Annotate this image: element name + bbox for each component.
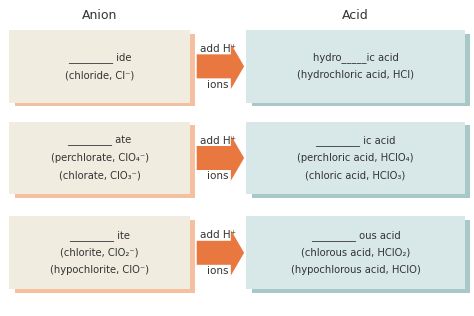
Text: _________ ide: _________ ide	[68, 52, 131, 63]
Polygon shape	[197, 44, 244, 89]
Text: (chloride, Cl⁻): (chloride, Cl⁻)	[65, 70, 134, 80]
Text: (chloric acid, HClO₃): (chloric acid, HClO₃)	[305, 170, 406, 180]
Bar	[15, 125, 195, 198]
Text: Anion: Anion	[82, 9, 117, 22]
Bar	[252, 125, 470, 198]
Text: ions: ions	[207, 171, 229, 181]
Text: (chlorous acid, HClO₂): (chlorous acid, HClO₂)	[301, 248, 410, 258]
Text: hydro_____ic acid: hydro_____ic acid	[312, 52, 399, 63]
Text: add H⁺: add H⁺	[200, 230, 236, 240]
Bar	[246, 30, 465, 103]
Text: _________ ic acid: _________ ic acid	[315, 135, 396, 146]
Text: (perchloric acid, HClO₄): (perchloric acid, HClO₄)	[297, 153, 414, 163]
Bar	[15, 34, 195, 106]
Bar	[252, 34, 470, 106]
Bar	[9, 216, 190, 289]
Text: (perchlorate, ClO₄⁻): (perchlorate, ClO₄⁻)	[51, 153, 148, 163]
Text: _________ ite: _________ ite	[69, 230, 130, 241]
Polygon shape	[197, 230, 244, 276]
Text: (chlorite, ClO₂⁻): (chlorite, ClO₂⁻)	[60, 248, 139, 258]
Text: (chlorate, ClO₃⁻): (chlorate, ClO₃⁻)	[59, 170, 140, 180]
Text: Acid: Acid	[342, 9, 369, 22]
Bar	[252, 220, 470, 293]
Text: (hydrochloric acid, HCl): (hydrochloric acid, HCl)	[297, 70, 414, 80]
Text: add H⁺: add H⁺	[200, 44, 236, 54]
Bar	[246, 122, 465, 194]
Text: (hypochlorous acid, HClO): (hypochlorous acid, HClO)	[291, 265, 420, 275]
Bar	[9, 122, 190, 194]
Text: add H⁺: add H⁺	[200, 136, 236, 146]
Text: ions: ions	[207, 266, 229, 276]
Text: _________ ate: _________ ate	[67, 136, 132, 146]
Text: _________ ous acid: _________ ous acid	[310, 230, 401, 241]
Bar	[15, 220, 195, 293]
Bar	[9, 30, 190, 103]
Polygon shape	[197, 135, 244, 181]
Text: ions: ions	[207, 80, 229, 90]
Bar	[246, 216, 465, 289]
Text: (hypochlorite, ClO⁻): (hypochlorite, ClO⁻)	[50, 265, 149, 275]
